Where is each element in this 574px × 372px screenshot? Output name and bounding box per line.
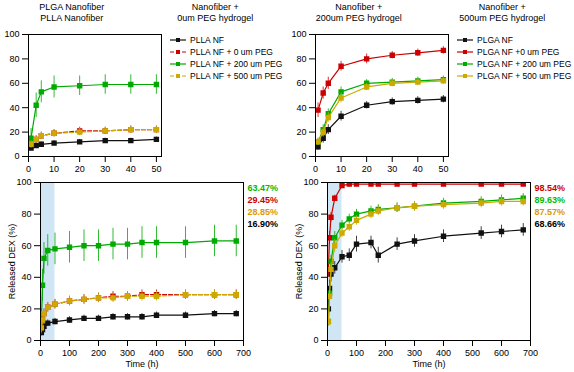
svg-text:16.90%: 16.90% [248, 219, 279, 229]
svg-text:80: 80 [296, 54, 306, 64]
svg-text:60: 60 [308, 241, 318, 251]
svg-text:300: 300 [407, 348, 422, 358]
svg-text:50: 50 [438, 164, 448, 174]
svg-text:89.63%: 89.63% [535, 195, 566, 205]
svg-text:20: 20 [362, 164, 372, 174]
svg-text:29.45%: 29.45% [248, 195, 279, 205]
svg-text:Time (h): Time (h) [125, 359, 158, 369]
svg-text:28.85%: 28.85% [248, 207, 279, 217]
svg-text:0: 0 [38, 348, 43, 358]
svg-text:Released DEX (%): Released DEX (%) [294, 224, 304, 300]
html-text:PLLA NF: PLLA NF [190, 35, 224, 45]
svg-text:100: 100 [4, 29, 19, 39]
svg-text:10: 10 [336, 164, 346, 174]
svg-text:20: 20 [296, 127, 306, 137]
svg-text:0: 0 [26, 164, 31, 174]
svg-text:700: 700 [523, 348, 538, 358]
svg-text:60: 60 [21, 241, 31, 251]
svg-text:10: 10 [49, 164, 59, 174]
svg-text:100: 100 [291, 29, 306, 39]
svg-text:68.66%: 68.66% [535, 219, 566, 229]
html-text:PLGA Nanofiber PLLA Nanofiber: PLGA Nanofiber PLLA Nanofiber [39, 2, 105, 23]
svg-text:200: 200 [378, 348, 393, 358]
svg-text:98.54%: 98.54% [535, 183, 566, 193]
svg-text:63.47%: 63.47% [248, 183, 279, 193]
html-text:Nanofiber + 500um PEG hydrogel: Nanofiber + 500um PEG hydrogel [459, 2, 546, 23]
svg-text:80: 80 [21, 209, 31, 219]
svg-text:400: 400 [149, 348, 164, 358]
svg-text:500: 500 [178, 348, 193, 358]
svg-text:100: 100 [349, 348, 364, 358]
svg-text:80: 80 [9, 54, 19, 64]
svg-text:0: 0 [313, 335, 318, 345]
svg-text:100: 100 [16, 177, 31, 187]
html-text:PLGA NF +0 um PEG: PLGA NF +0 um PEG [477, 47, 560, 57]
svg-text:60: 60 [9, 78, 19, 88]
svg-text:40: 40 [296, 103, 306, 113]
html-text:PLLA NF + 0 um PEG: PLLA NF + 0 um PEG [190, 47, 273, 57]
svg-text:700: 700 [236, 348, 251, 358]
svg-text:Released DEX (%): Released DEX (%) [7, 224, 17, 300]
svg-text:0: 0 [313, 164, 318, 174]
svg-text:500: 500 [465, 348, 480, 358]
html-text:PLLA NF + 200 um PEG: PLLA NF + 200 um PEG [190, 59, 283, 69]
html-text:PLGA NF: PLGA NF [477, 35, 513, 45]
svg-text:40: 40 [21, 272, 31, 282]
svg-text:300: 300 [120, 348, 135, 358]
svg-text:20: 20 [21, 304, 31, 314]
svg-text:40: 40 [308, 272, 318, 282]
svg-text:0: 0 [301, 151, 306, 161]
html-text:Nanofiber + 0um PEG hydrogel: Nanofiber + 0um PEG hydrogel [177, 2, 254, 23]
svg-text:40: 40 [413, 164, 423, 174]
svg-text:87.57%: 87.57% [535, 207, 566, 217]
svg-text:Time (h): Time (h) [412, 359, 445, 369]
svg-text:0: 0 [325, 348, 330, 358]
svg-text:40: 40 [9, 103, 19, 113]
svg-text:30: 30 [387, 164, 397, 174]
svg-text:30: 30 [100, 164, 110, 174]
svg-text:80: 80 [308, 209, 318, 219]
svg-text:600: 600 [207, 348, 222, 358]
svg-text:100: 100 [303, 177, 318, 187]
svg-text:0: 0 [26, 335, 31, 345]
html-text:PLLA NF + 500 um PEG: PLLA NF + 500 um PEG [190, 71, 283, 81]
svg-text:20: 20 [75, 164, 85, 174]
html-text:Nanofiber + 200um PEG hydrogel: Nanofiber + 200um PEG hydrogel [315, 2, 402, 23]
svg-text:100: 100 [62, 348, 77, 358]
svg-text:50: 50 [151, 164, 161, 174]
svg-text:0: 0 [14, 151, 19, 161]
svg-text:200: 200 [91, 348, 106, 358]
svg-text:400: 400 [436, 348, 451, 358]
html-text:PLGA NF + 200 um PEG: PLGA NF + 200 um PEG [477, 59, 572, 69]
svg-text:60: 60 [296, 78, 306, 88]
svg-text:20: 20 [9, 127, 19, 137]
svg-text:600: 600 [494, 348, 509, 358]
svg-text:20: 20 [308, 304, 318, 314]
html-text:PLGA NF + 500 um PEG: PLGA NF + 500 um PEG [477, 71, 572, 81]
svg-text:40: 40 [126, 164, 136, 174]
